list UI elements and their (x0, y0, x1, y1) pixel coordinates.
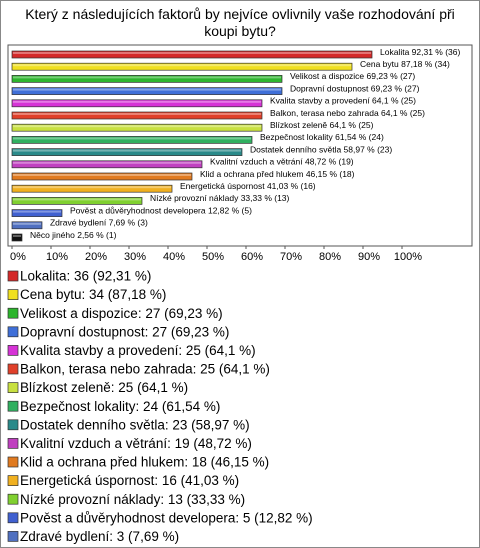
bar (11, 87, 283, 95)
legend-swatch (7, 382, 19, 393)
value-label: Něco jiného 2,56 % (1) (30, 230, 117, 240)
bar-highlight (13, 198, 141, 201)
bar (11, 233, 23, 242)
legend-label: Blízkost zeleně: 25 (64,1 %) (20, 380, 188, 395)
x-tick-label: 30% (124, 251, 146, 263)
legend-swatch (7, 438, 19, 449)
x-tick-label: 50% (202, 251, 224, 263)
value-label: Pověst a důvěryhodnost developera 12,82 … (70, 205, 252, 215)
value-label: Lokalita 92,31 % (36) (380, 47, 460, 57)
legend-label: Cena bytu: 34 (87,18 %) (20, 287, 166, 302)
bar (11, 111, 263, 120)
legend-swatch (7, 289, 19, 300)
value-label: Kvalita stavby a provedení 64,1 % (25) (270, 96, 416, 106)
bar (11, 62, 353, 71)
legend-swatch (7, 400, 19, 412)
bar (11, 160, 203, 169)
legend-swatch (7, 326, 19, 338)
value-label: Klid a ochrana před hlukem 46,15 % (18) (200, 169, 355, 179)
bar-highlight (13, 161, 202, 164)
legend-swatch (7, 363, 19, 375)
legend-label: Dostatek denního světla: 23 (58,97 %) (20, 417, 250, 432)
legend-label: Velikost a dispozice: 27 (69,23 %) (20, 306, 223, 321)
legend-label: Energetická úspornost: 16 (41,03 %) (20, 473, 239, 488)
legend-label: Pověst a důvěryhodnost developera: 5 (12… (20, 510, 313, 525)
legend-label: Bezpečnost lokality: 24 (61,54 %) (20, 399, 220, 414)
bar (11, 172, 193, 181)
value-label: Zdravé bydlení 7,69 % (3) (50, 218, 148, 228)
x-tick-label: 90% (358, 251, 380, 263)
plot-frame (7, 44, 473, 247)
bar-highlight (13, 235, 21, 237)
value-label: Nízké provozní náklady 33,33 % (13) (150, 193, 290, 203)
bar-highlight (13, 137, 252, 140)
value-label: Dostatek denního světla 58,97 % (23) (250, 144, 392, 154)
value-label: Balkon, terasa nebo zahrada 64,1 % (25) (270, 108, 425, 118)
x-tick-label: 0% (10, 251, 26, 263)
legend-label: Nízké provozní náklady: 13 (33,33 %) (20, 492, 245, 507)
bar-highlight (13, 113, 261, 115)
bar (11, 221, 43, 230)
bar-highlight (13, 100, 261, 103)
legend-swatch (7, 493, 19, 505)
legend-swatch (7, 270, 19, 282)
legend-label: Dopravní dostupnost: 27 (69,23 %) (20, 324, 229, 339)
x-tick-label: 60% (241, 251, 263, 263)
x-tick-label: 20% (85, 251, 107, 263)
legend-swatch (7, 475, 19, 486)
legend-swatch (7, 456, 19, 468)
legend-label: Zdravé bydlení: 3 (7,69 %) (20, 529, 179, 544)
bar (11, 148, 243, 156)
bar-highlight (13, 125, 261, 128)
legend-label: Klid a ochrana před hlukem: 18 (46,15 %) (20, 455, 269, 470)
bar-highlight (13, 149, 241, 152)
bar (11, 209, 63, 217)
value-label: Kvalitní vzduch a větrání 48,72 % (19) (210, 157, 354, 167)
bar-highlight (13, 210, 61, 213)
value-label: Bezpečnost lokality 61,54 % (24) (260, 132, 384, 142)
bar-highlight (13, 186, 172, 189)
bar (11, 136, 253, 144)
bar (11, 50, 373, 59)
legend-swatch (7, 307, 19, 319)
x-tick-label: 100% (394, 251, 422, 263)
bar (11, 123, 263, 132)
legend-label: Lokalita: 36 (92,31 %) (20, 269, 151, 284)
chart-title: Který z následujících faktorů by nejvíce… (25, 6, 455, 39)
legend-swatch (7, 531, 19, 542)
bar (11, 184, 173, 193)
legend-swatch (7, 512, 19, 524)
value-label: Blízkost zeleně 64,1 % (25) (270, 120, 374, 130)
x-tick-label: 40% (163, 251, 185, 263)
x-tick-label: 80% (319, 251, 341, 263)
bar-highlight (13, 174, 191, 176)
bar (11, 197, 143, 205)
legend-swatch (7, 419, 19, 431)
value-label: Cena bytu 87,18 % (34) (360, 59, 450, 69)
bar-highlight (13, 76, 281, 79)
value-label: Energetická úspornost 41,03 % (16) (180, 181, 316, 191)
bar-highlight (13, 88, 281, 91)
bar-highlight (13, 64, 352, 67)
x-tick-label: 10% (46, 251, 68, 263)
legend-label: Kvalitní vzduch a větrání: 19 (48,72 %) (20, 436, 252, 451)
value-label: Velikost a dispozice 69,23 % (27) (290, 71, 415, 81)
bar-highlight (13, 222, 41, 225)
bar (11, 99, 263, 108)
legend-swatch (7, 345, 19, 356)
value-label: Dopravní dostupnost 69,23 % (27) (290, 83, 420, 93)
x-tick-label: 70% (280, 251, 302, 263)
bar (11, 75, 283, 83)
bar-highlight (13, 52, 372, 54)
legend-label: Kvalita stavby a provedení: 25 (64,1 %) (20, 343, 256, 358)
legend-label: Balkon, terasa nebo zahrada: 25 (64,1 %) (20, 362, 270, 377)
